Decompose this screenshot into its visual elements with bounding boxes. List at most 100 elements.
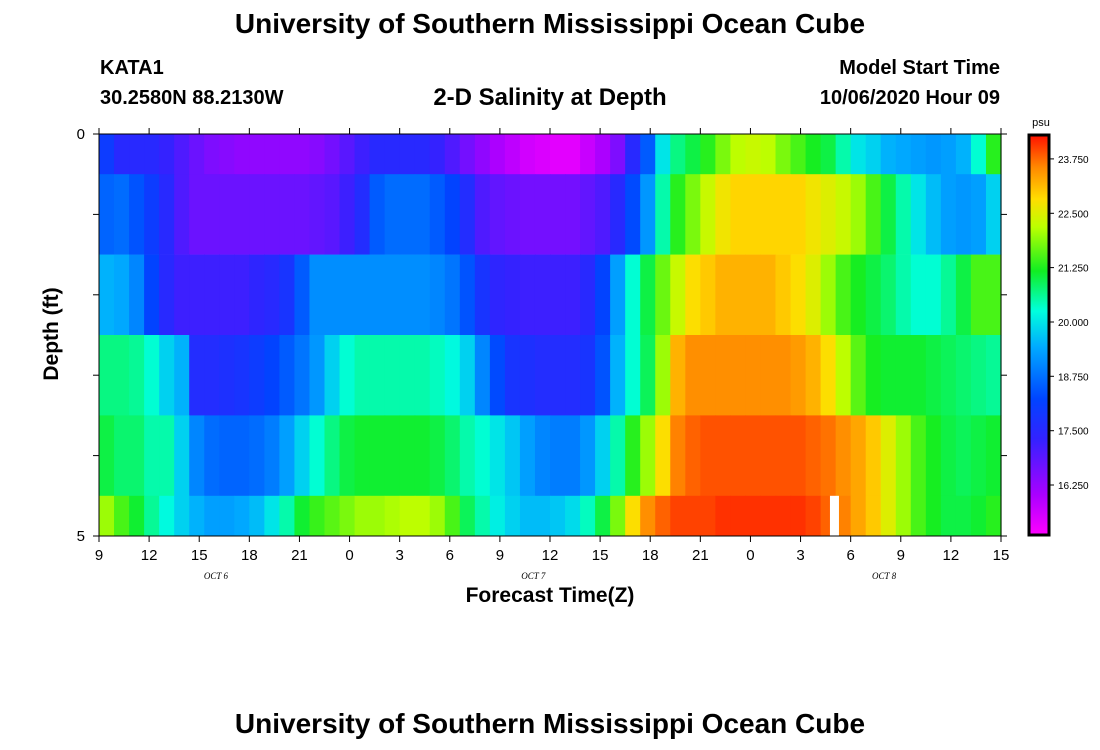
heatmap-cell <box>144 415 160 497</box>
station-id: KATA1 <box>100 57 164 79</box>
heatmap-cell <box>354 415 371 497</box>
heatmap-cell <box>159 415 175 497</box>
heatmap-cell <box>970 174 987 255</box>
colorbar-tick-label: 23.750 <box>1058 155 1089 166</box>
heatmap-cell <box>565 495 581 537</box>
heatmap-cell <box>775 495 792 537</box>
heatmap-cell <box>309 335 326 416</box>
heatmap-cell <box>324 495 341 537</box>
heatmap-cell <box>925 254 942 336</box>
x-tick-label: 15 <box>592 547 609 564</box>
heatmap-cell <box>610 134 626 175</box>
heatmap-cell <box>534 174 551 255</box>
heatmap-cell <box>700 335 716 416</box>
heatmap-cell <box>354 495 371 537</box>
heatmap-cell <box>730 254 747 336</box>
heatmap-cell <box>910 495 927 537</box>
heatmap-cell <box>354 134 371 175</box>
heatmap-cell <box>519 335 536 416</box>
colorbar-unit: psu <box>1032 117 1050 129</box>
heatmap-cell <box>474 415 491 497</box>
heatmap-cell <box>805 174 822 255</box>
heatmap-cell <box>234 174 250 255</box>
x-axis-label: Forecast Time(Z) <box>465 584 635 607</box>
heatmap-cell <box>159 134 175 175</box>
heatmap-cell <box>474 174 491 255</box>
heatmap-cell <box>715 335 731 416</box>
heatmap-cell <box>204 174 220 255</box>
heatmap-cell <box>474 495 491 537</box>
heatmap-cell <box>745 134 762 175</box>
heatmap-cell <box>174 335 190 416</box>
heatmap-cell <box>219 335 235 416</box>
heatmap-cell <box>99 415 115 497</box>
y-axis: 05 <box>77 126 1007 545</box>
heatmap-cell <box>580 254 596 336</box>
model-start-value: 10/06/2020 Hour 09 <box>819 87 1000 109</box>
heatmap-cell <box>925 174 942 255</box>
heatmap-cell <box>399 335 416 416</box>
heatmap-cell <box>655 495 671 537</box>
heatmap-cell <box>865 335 882 416</box>
footer-title: University of Southern Mississippi Ocean… <box>234 708 866 739</box>
heatmap-cell <box>790 254 807 336</box>
heatmap-cell <box>504 254 521 336</box>
heatmap-cell <box>414 495 431 537</box>
heatmap-cell <box>925 495 942 537</box>
x-tick-label: 0 <box>345 547 353 564</box>
date-label: OCT 6 <box>204 571 229 581</box>
heatmap-cell <box>970 335 987 416</box>
colorbar-tick-label: 16.250 <box>1058 481 1089 492</box>
heatmap-cell <box>429 174 446 255</box>
heatmap-cell <box>339 495 356 537</box>
heatmap-cell <box>970 415 987 497</box>
colorbar-tick-label: 17.500 <box>1058 427 1089 438</box>
heatmap-cell <box>985 495 1002 537</box>
heatmap-cell <box>865 134 882 175</box>
heatmap-cell <box>204 415 220 497</box>
heatmap-cell <box>129 134 145 175</box>
heatmap-cell <box>114 495 130 537</box>
heatmap-cell <box>745 254 762 336</box>
heatmap-cell <box>580 495 596 537</box>
heatmap-cell <box>399 174 416 255</box>
heatmap-cell <box>489 335 506 416</box>
x-tick-label: 3 <box>395 547 403 564</box>
heatmap-cell <box>369 335 386 416</box>
heatmap-cell <box>249 134 265 175</box>
heatmap-cell <box>940 134 957 175</box>
heatmap-cell <box>219 134 235 175</box>
heatmap-cell <box>760 415 777 497</box>
heatmap-cell <box>730 174 747 255</box>
heatmap-cell <box>850 335 867 416</box>
heatmap-cell <box>519 254 536 336</box>
colorbar-tick-label: 18.750 <box>1058 372 1089 383</box>
heatmap-cell <box>159 495 175 537</box>
heatmap-cell <box>114 254 130 336</box>
x-tick-label: 12 <box>943 547 960 564</box>
heatmap-cell <box>640 495 656 537</box>
heatmap-cell <box>414 254 431 336</box>
heatmap-cell <box>459 174 476 255</box>
heatmap-cell <box>850 134 867 175</box>
heatmap-cell <box>384 415 401 497</box>
page-title: University of Southern Mississippi Ocean… <box>234 8 866 39</box>
heatmap-cell <box>504 134 521 175</box>
heatmap-cell <box>955 415 972 497</box>
heatmap-cell <box>595 495 611 537</box>
heatmap-cell <box>519 174 536 255</box>
heatmap-cell <box>955 495 972 537</box>
heatmap-cell <box>114 335 130 416</box>
x-tick-label: 12 <box>542 547 559 564</box>
heatmap-cell <box>444 254 461 336</box>
heatmap-cell <box>459 415 476 497</box>
heatmap-cell <box>895 254 912 336</box>
heatmap-cell <box>595 134 611 175</box>
heatmap-cell <box>895 415 912 497</box>
heatmap-cell <box>144 174 160 255</box>
heatmap-cell <box>339 415 356 497</box>
model-start-label: Model Start Time <box>839 57 1000 79</box>
heatmap-cell <box>249 335 265 416</box>
heatmap-cell <box>805 415 822 497</box>
heatmap-cell <box>324 134 341 175</box>
